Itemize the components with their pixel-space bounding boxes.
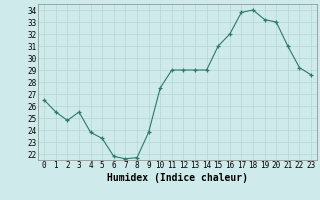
X-axis label: Humidex (Indice chaleur): Humidex (Indice chaleur) [107,173,248,183]
